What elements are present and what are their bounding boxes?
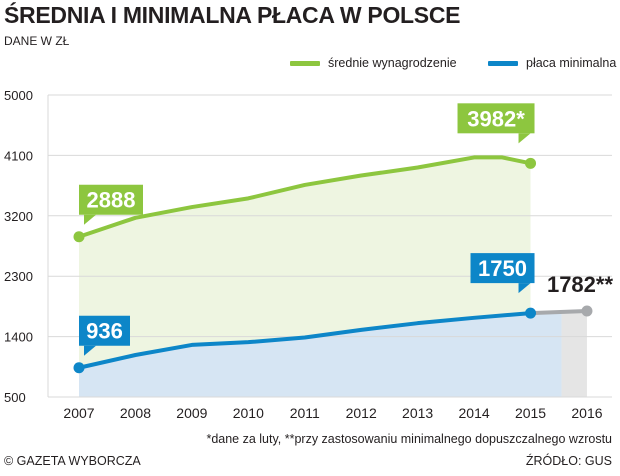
- y-tick-label: 3200: [4, 209, 33, 224]
- y-tick-label: 5000: [4, 88, 33, 103]
- value-label-box: [457, 103, 535, 134]
- value-label-pointer: [518, 133, 531, 144]
- x-tick-label: 2016: [571, 405, 602, 421]
- area-projection: [561, 310, 587, 397]
- value-label-pointer: [84, 214, 96, 225]
- line-projection: [530, 308, 588, 316]
- footnote: *dane za luty, **przy zastosowaniu minim…: [206, 432, 612, 446]
- data-point: [73, 231, 85, 243]
- x-tick-label: 2014: [459, 405, 490, 421]
- area-minimum-wage: [79, 313, 562, 397]
- x-tick-label: 2010: [233, 405, 264, 421]
- chart-subtitle: DANE W ZŁ: [4, 34, 70, 48]
- legend-swatch-blue: [488, 61, 518, 67]
- x-tick-label: 2007: [63, 405, 94, 421]
- y-tick-label: 1400: [4, 330, 33, 345]
- y-tick-label: 4100: [4, 148, 33, 163]
- value-label-box: [470, 253, 535, 284]
- x-tick-label: 2013: [402, 405, 433, 421]
- value-label: 936: [86, 319, 123, 344]
- value-label-box: [79, 184, 143, 215]
- value-label: 1750: [478, 256, 527, 281]
- data-point: [525, 307, 537, 319]
- x-tick-label: 2008: [120, 405, 151, 421]
- line-average-wage: [78, 155, 531, 239]
- chart-title: ŚREDNIA I MINIMALNA PŁACA W POLSCE: [4, 2, 461, 28]
- value-label-pointer: [84, 345, 96, 356]
- y-tick-label: 2300: [4, 269, 33, 284]
- x-tick-label: 2015: [515, 405, 546, 421]
- legend-swatch-green: [290, 61, 320, 67]
- source: ŹRÓDŁO: GUS: [525, 454, 612, 468]
- data-point: [525, 157, 537, 169]
- data-point: [581, 305, 593, 317]
- legend-label-minimum-wage: płaca minimalna: [526, 56, 617, 70]
- line-minimum-wage: [78, 311, 531, 370]
- data-point: [73, 362, 85, 374]
- legend-label-average-wage: średnie wynagrodzenie: [328, 56, 457, 70]
- value-label: 1782**: [547, 272, 614, 297]
- x-tick-label: 2011: [290, 405, 320, 421]
- value-label: 2888: [87, 188, 136, 213]
- x-tick-label: 2009: [176, 405, 207, 421]
- y-tick-label: 500: [4, 390, 26, 405]
- value-label-box: [79, 315, 130, 346]
- value-label: 3982*: [467, 106, 525, 131]
- legend-item-average-wage: średnie wynagrodzenie: [290, 56, 457, 70]
- value-label-pointer: [518, 283, 531, 294]
- legend-item-minimum-wage: płaca minimalna: [488, 56, 616, 70]
- copyright: © GAZETA WYBORCZA: [4, 454, 141, 468]
- x-tick-label: 2012: [346, 405, 377, 421]
